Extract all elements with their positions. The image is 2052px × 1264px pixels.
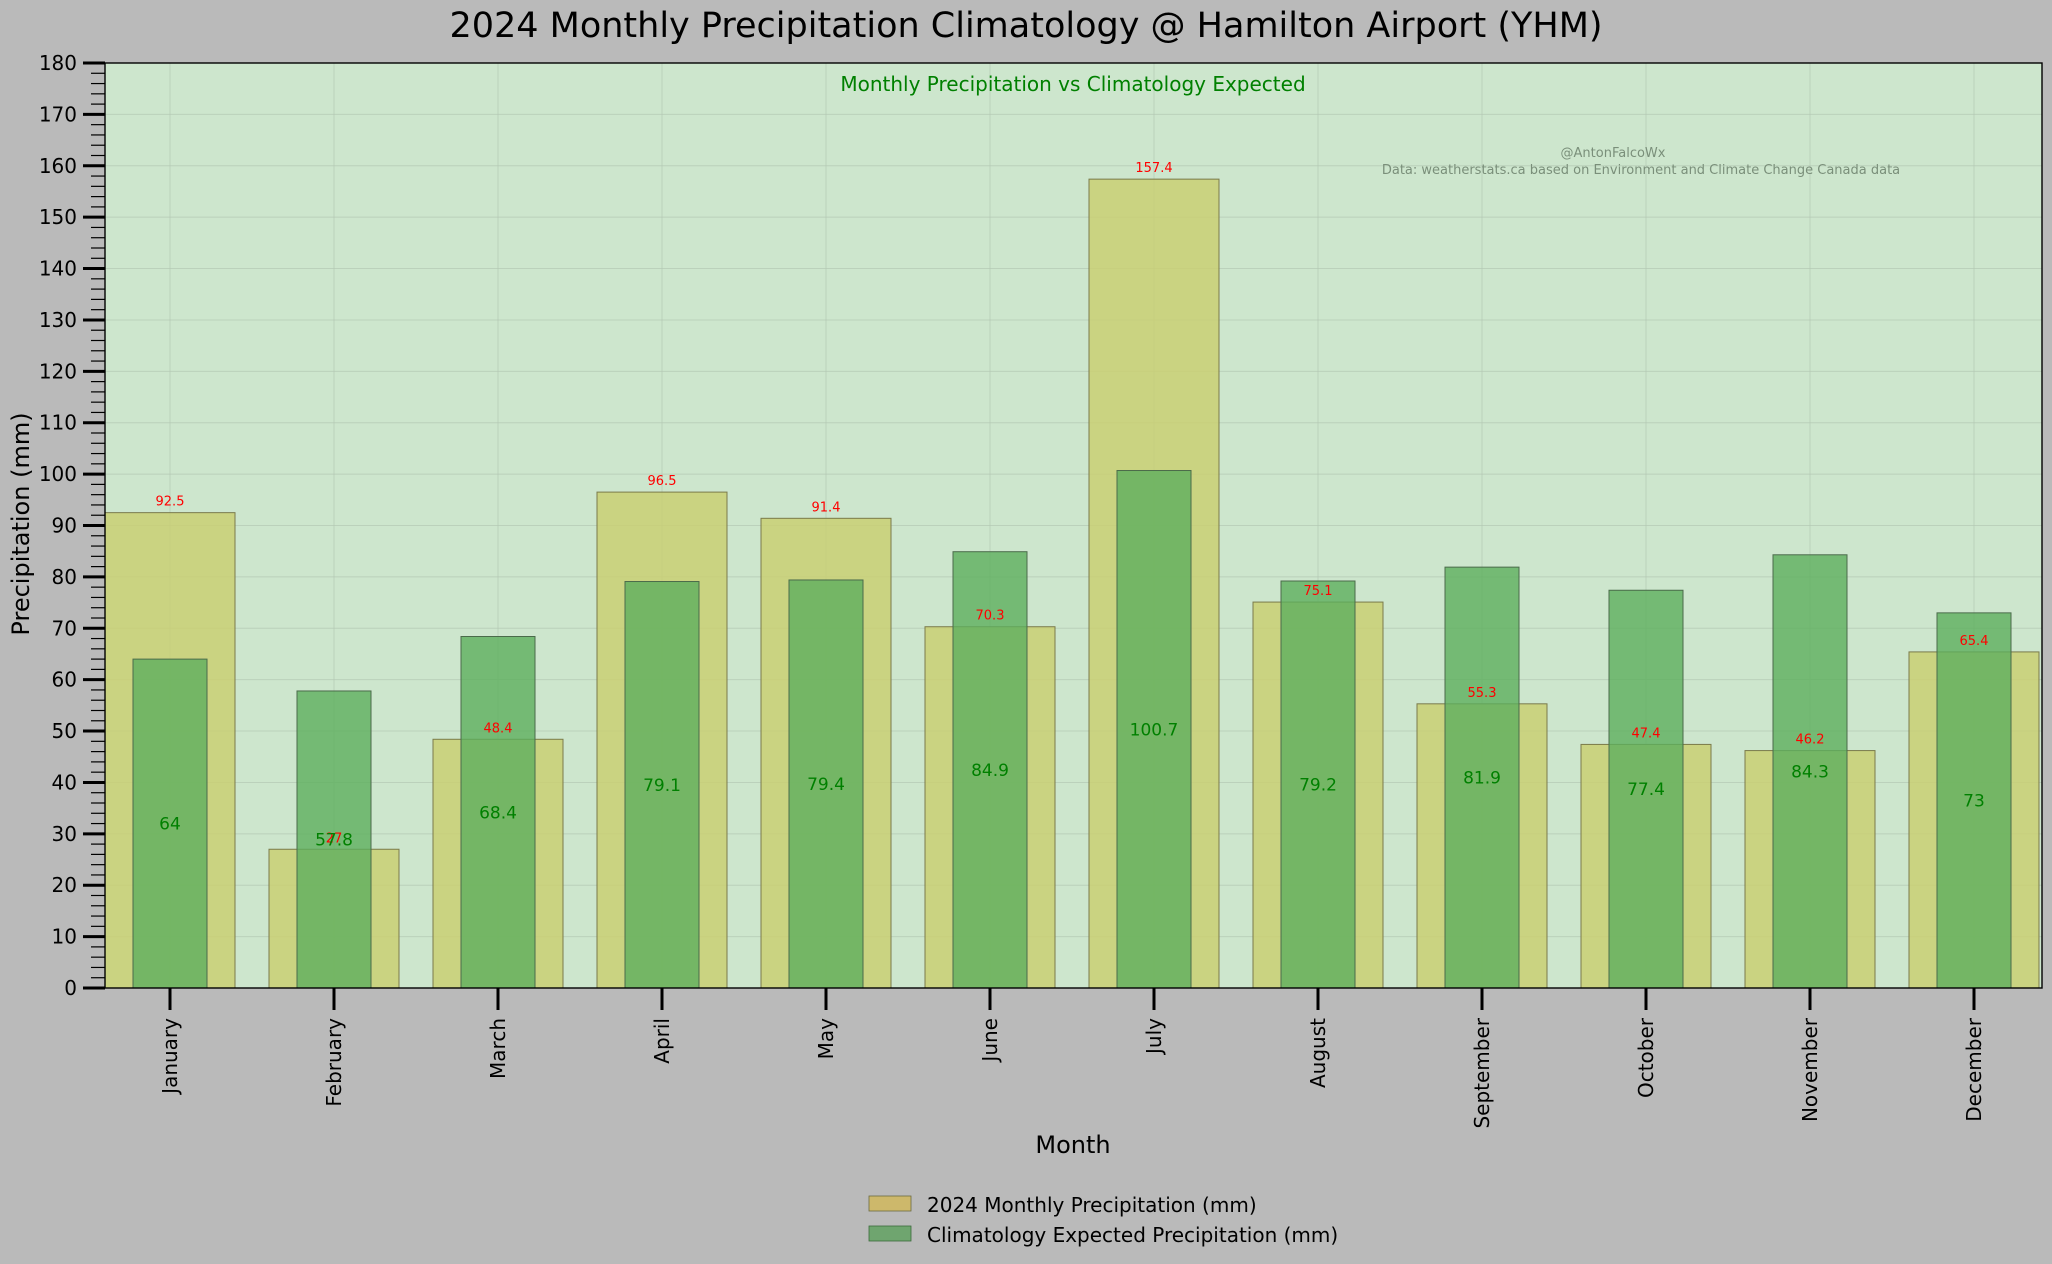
label-climatology-march: 68.4	[479, 803, 517, 823]
x-tick-label-june: June	[978, 1018, 1002, 1064]
legend: 2024 Monthly Precipitation (mm) Climatol…	[868, 1193, 1338, 1247]
y-axis-label: Precipitation (mm)	[7, 412, 35, 635]
credit-author: @AntonFalcoWx	[1561, 146, 1666, 161]
y-tick-label-80: 80	[52, 565, 77, 589]
bar-climatology-november	[1772, 554, 1848, 989]
y-tick-label-70: 70	[52, 616, 77, 640]
y-tick-label-170: 170	[39, 102, 77, 126]
y-tick-label-160: 160	[39, 154, 77, 178]
label-2024-april: 96.5	[648, 474, 677, 489]
x-tick-label-january: January	[158, 1018, 182, 1096]
bar-climatology-june	[952, 551, 1028, 989]
bar-climatology-march	[460, 636, 536, 989]
y-tick-label-100: 100	[39, 462, 77, 486]
y-tick-label-60: 60	[52, 668, 77, 692]
bar-climatology-september	[1444, 566, 1520, 989]
label-climatology-january: 64	[159, 815, 181, 835]
label-climatology-october: 77.4	[1627, 780, 1665, 800]
y-tick-label-20: 20	[52, 873, 77, 897]
x-tick-label-august: August	[1306, 1018, 1330, 1088]
x-tick-label-october: October	[1634, 1017, 1658, 1098]
y-tick-label-150: 150	[39, 205, 77, 229]
label-2024-may: 91.4	[812, 500, 841, 515]
x-tick-label-march: March	[486, 1018, 510, 1079]
bar-climatology-may	[788, 579, 864, 989]
label-climatology-february: 57.8	[315, 830, 353, 850]
y-tick-label-0: 0	[64, 976, 77, 1000]
label-2024-february: 27	[326, 831, 343, 846]
x-tick-label-april: April	[650, 1018, 674, 1064]
legend-swatch-2024	[868, 1195, 912, 1212]
y-tick-label-130: 130	[39, 308, 77, 332]
legend-label-climatology: Climatology Expected Precipitation (mm)	[927, 1223, 1338, 1247]
label-climatology-july: 100.7	[1130, 720, 1179, 740]
bar-climatology-july	[1116, 470, 1192, 989]
bar-climatology-january	[132, 658, 208, 989]
x-tick-label-december: December	[1962, 1017, 1986, 1121]
label-climatology-april: 79.1	[643, 776, 681, 796]
label-2024-september: 55.3	[1468, 686, 1497, 701]
y-tick-label-180: 180	[39, 51, 77, 75]
label-climatology-august: 79.2	[1299, 776, 1337, 796]
axes: 0 10 20 30 40 50 60 70 80 90 100 110 120 130 140 150 160…	[39, 51, 2043, 1129]
label-climatology-may: 79.4	[807, 775, 845, 795]
legend-swatch-climatology	[868, 1225, 912, 1242]
chart-title: 2024 Monthly Precipitation Climatology @…	[449, 6, 1602, 46]
label-2024-july: 157.4	[1135, 161, 1172, 176]
chart-subtitle: Monthly Precipitation vs Climatology Exp…	[840, 72, 1305, 96]
label-2024-december: 65.4	[1960, 634, 1989, 649]
label-climatology-december: 73	[1963, 791, 1985, 811]
bar-climatology-february	[296, 690, 372, 989]
y-tick-label-90: 90	[52, 514, 77, 538]
bar-climatology-august	[1280, 580, 1356, 989]
label-2024-november: 46.2	[1796, 733, 1825, 748]
x-tick-label-february: February	[322, 1018, 346, 1107]
y-tick-label-40: 40	[52, 770, 77, 794]
x-tick-label-september: September	[1470, 1017, 1494, 1128]
y-tick-label-10: 10	[52, 925, 77, 949]
label-2024-october: 47.4	[1632, 726, 1661, 741]
label-2024-august: 75.1	[1304, 584, 1333, 599]
label-climatology-november: 84.3	[1791, 762, 1829, 782]
x-tick-label-may: May	[814, 1018, 838, 1060]
label-2024-january: 92.5	[156, 495, 185, 510]
y-tick-label-110: 110	[39, 411, 77, 435]
y-tick-label-120: 120	[39, 359, 77, 383]
label-climatology-september: 81.9	[1463, 769, 1501, 789]
x-axis-label: Month	[1035, 1131, 1110, 1159]
label-climatology-june: 84.9	[971, 761, 1009, 781]
label-2024-march: 48.4	[484, 721, 513, 736]
y-tick-label-50: 50	[52, 719, 77, 743]
x-tick-label-july: July	[1142, 1018, 1166, 1056]
label-2024-june: 70.3	[976, 609, 1005, 624]
y-tick-label-30: 30	[52, 822, 77, 846]
y-tick-label-140: 140	[39, 257, 77, 281]
legend-label-2024: 2024 Monthly Precipitation (mm)	[927, 1193, 1257, 1217]
x-tick-label-november: November	[1798, 1017, 1822, 1122]
credit-source: Data: weatherstats.ca based on Environme…	[1382, 163, 1900, 178]
